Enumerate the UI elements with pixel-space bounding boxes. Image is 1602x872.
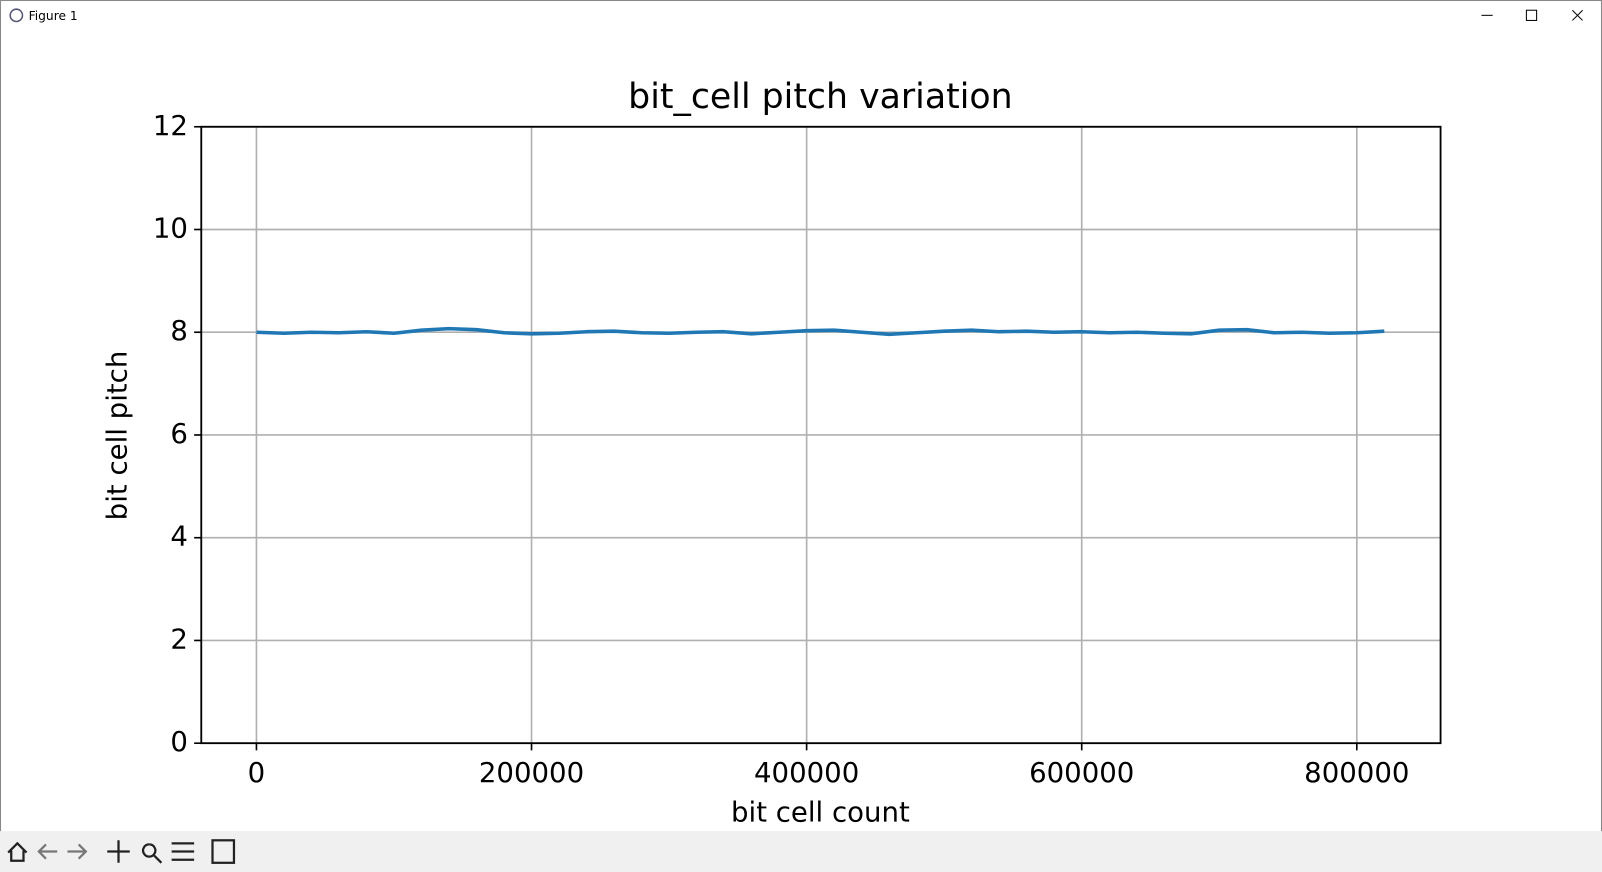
plot-area: 0 2 4 6 8 10 12 0 200000 400000 600000 800000 [153,109,1441,789]
data-line [256,326,1385,337]
forward-button[interactable] [67,843,88,860]
zoom-button[interactable] [141,843,163,864]
toolbar [0,831,1602,872]
y-tick-label: 4 [170,520,188,553]
x-tick-label: 600000 [1029,756,1134,789]
x-axis-label: bit cell count [731,796,910,829]
close-button[interactable] [1572,9,1583,21]
chart-title: bit_cell pitch variation [628,77,1012,117]
y-tick-label: 0 [170,725,188,758]
y-axis-label: bit cell pitch [101,351,134,521]
window-title: Figure 1 [29,9,78,23]
y-tick-label: 8 [170,314,188,347]
back-button[interactable] [37,843,58,860]
x-tick-label: 400000 [754,756,859,789]
y-tick-label: 6 [170,417,188,450]
configure-button[interactable] [171,842,195,861]
maximize-button[interactable] [1525,9,1538,21]
y-tick-label: 12 [153,109,188,142]
axes-frame [200,125,1442,745]
y-tick-label: 10 [153,211,188,244]
x-tick-label: 0 [248,756,266,789]
y-tick-label: 2 [170,622,188,655]
x-tick-label: 800000 [1304,756,1409,789]
app-icon [9,8,24,23]
pan-button[interactable] [107,840,130,863]
x-tick-label: 200000 [479,756,584,789]
home-button[interactable] [7,841,28,862]
save-button[interactable] [211,839,236,864]
